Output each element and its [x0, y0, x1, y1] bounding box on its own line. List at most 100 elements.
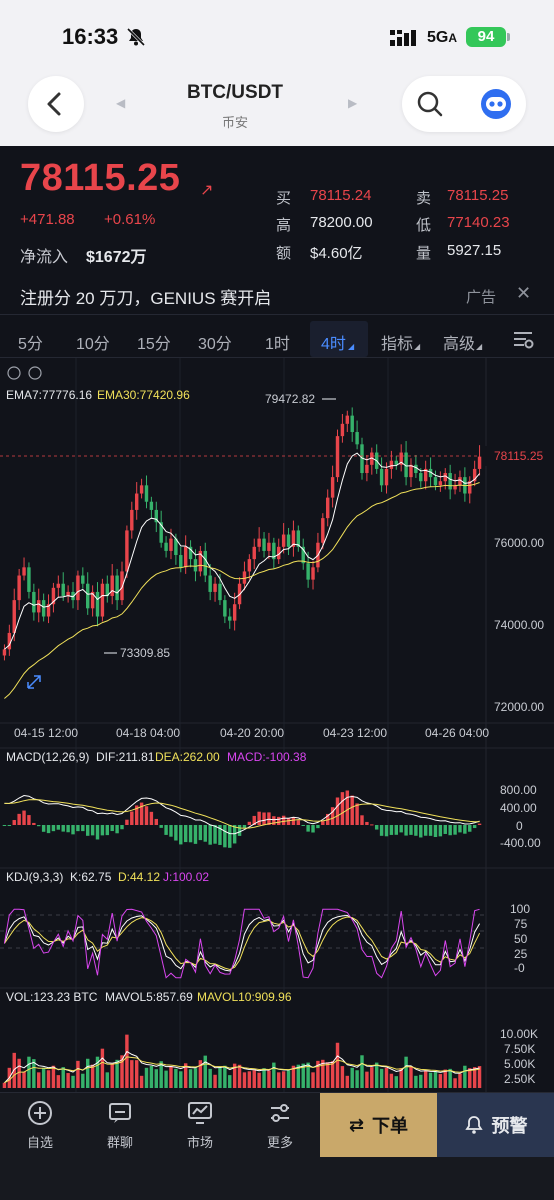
- volume-bar: [335, 1042, 340, 1088]
- candle-body: [56, 583, 61, 588]
- macd-bar: [110, 825, 114, 832]
- back-button[interactable]: [28, 76, 84, 132]
- tab-1h[interactable]: 1时: [265, 336, 290, 353]
- chart-settings-icon[interactable]: [512, 328, 534, 350]
- macd-bar: [272, 816, 276, 825]
- collapse-icon[interactable]: [7, 366, 21, 380]
- battery-level: 94: [466, 27, 506, 47]
- macd-bar: [370, 824, 374, 826]
- ema7-label: EMA7:77776.16: [6, 388, 92, 402]
- candle-body: [453, 485, 457, 490]
- macd-dif: DIF:211.81: [96, 750, 155, 764]
- macd-bar: [188, 825, 193, 843]
- candle-body: [242, 571, 247, 584]
- candle-body: [267, 542, 271, 551]
- next-pair-icon[interactable]: ▶: [348, 96, 358, 110]
- candle-body: [12, 600, 16, 633]
- tab-10m[interactable]: 10分: [76, 336, 110, 353]
- candle-body: [232, 604, 237, 621]
- macd-bar: [477, 823, 482, 825]
- candle-body: [174, 538, 178, 556]
- macd-bar: [404, 825, 408, 836]
- volume-bar: [345, 1075, 350, 1088]
- macd-bar: [277, 816, 281, 825]
- signal-icon: [390, 30, 416, 46]
- tab-indicators[interactable]: 指标: [381, 336, 414, 353]
- candle-body: [208, 575, 212, 592]
- tab-advanced[interactable]: 高级: [443, 336, 476, 353]
- macd-bar: [115, 825, 119, 834]
- volume-bar: [71, 1075, 75, 1088]
- macd-bar: [100, 825, 105, 836]
- macd-panel: [2, 790, 482, 848]
- candle-body: [100, 583, 105, 617]
- macd-bar: [223, 825, 227, 848]
- macd-bar: [218, 825, 222, 845]
- volume-bar: [468, 1068, 472, 1088]
- candle-body: [321, 518, 325, 543]
- volume-bar: [223, 1065, 227, 1088]
- vol-label: VOL:123.23 BTC: [6, 990, 98, 1004]
- macd-label: MACD(12,26,9): [6, 750, 89, 764]
- volume-bar: [105, 1072, 110, 1088]
- low-marker-label: 73309.85: [120, 646, 170, 660]
- pair-title[interactable]: BTC/USDT: [186, 82, 284, 103]
- time-tick-1: 04-18 04:00: [116, 726, 180, 740]
- candle-body: [90, 591, 95, 609]
- volume-bar: [90, 1064, 95, 1088]
- time-tick-4: 04-26 04:00: [425, 726, 489, 740]
- ad-banner-text[interactable]: 注册分 20 万刀，GENIUS 赛开启: [20, 289, 272, 308]
- expand-icon[interactable]: [27, 675, 41, 689]
- search-icon[interactable]: [416, 90, 444, 118]
- macd-bar: [345, 790, 350, 825]
- volume-bar: [252, 1070, 256, 1088]
- volume-bar: [453, 1078, 457, 1088]
- volume-bar: [433, 1071, 438, 1088]
- volume-bar: [12, 1052, 16, 1088]
- kdj-tick-0: -0: [514, 961, 525, 975]
- macd-bar: [134, 805, 139, 825]
- candle-body: [213, 583, 217, 592]
- close-icon[interactable]: ✕: [516, 283, 532, 303]
- tab-4h[interactable]: 4时: [321, 336, 346, 353]
- ema30-line: [4, 482, 480, 699]
- candle-body: [355, 432, 359, 445]
- nav-watchlist[interactable]: 自选: [10, 1100, 70, 1151]
- tab-30m[interactable]: 30分: [198, 336, 232, 353]
- nav-group-chat[interactable]: 群聊: [90, 1100, 150, 1151]
- kline-chart[interactable]: EMA7:77776.16 EMA30:77420.96 79472.82 73…: [0, 358, 554, 1092]
- volume-bar: [428, 1072, 433, 1088]
- macd-bar: [86, 825, 90, 836]
- macd-bar: [472, 825, 477, 829]
- indicators-caret-icon: ◢: [414, 342, 421, 351]
- volume-bar: [130, 1060, 134, 1088]
- price-alert-button[interactable]: 预警: [437, 1093, 554, 1157]
- settings-icon[interactable]: [28, 366, 42, 380]
- macd-tick-neg400: -400.00: [500, 836, 541, 850]
- place-order-button[interactable]: ⇄ 下单: [320, 1093, 437, 1157]
- nav-market[interactable]: 市场: [170, 1100, 230, 1151]
- volume-bar: [144, 1067, 149, 1088]
- volume-bar: [370, 1067, 374, 1088]
- volume-label: 量: [416, 245, 432, 262]
- tab-5m[interactable]: 5分: [18, 336, 43, 353]
- status-time: 16:33: [62, 24, 119, 49]
- macd-bar: [296, 820, 301, 825]
- candle-body: [360, 444, 364, 474]
- ad-tag: 广告: [466, 289, 497, 306]
- volume-bar: [340, 1066, 345, 1088]
- volume-bar: [198, 1060, 203, 1088]
- volume-bar: [237, 1064, 242, 1088]
- prev-pair-icon[interactable]: ◀: [116, 96, 126, 110]
- nav-more[interactable]: 更多: [250, 1100, 310, 1151]
- candle-body: [335, 436, 340, 478]
- macd-bar: [463, 825, 467, 834]
- macd-bar: [203, 825, 207, 842]
- volume-bar: [2, 1082, 7, 1088]
- macd-bar: [183, 825, 188, 843]
- candle-body: [262, 538, 266, 551]
- candle-body: [154, 509, 158, 523]
- candle-body: [477, 456, 482, 469]
- tab-15m[interactable]: 15分: [137, 336, 171, 353]
- assistant-bot-icon[interactable]: [480, 88, 512, 120]
